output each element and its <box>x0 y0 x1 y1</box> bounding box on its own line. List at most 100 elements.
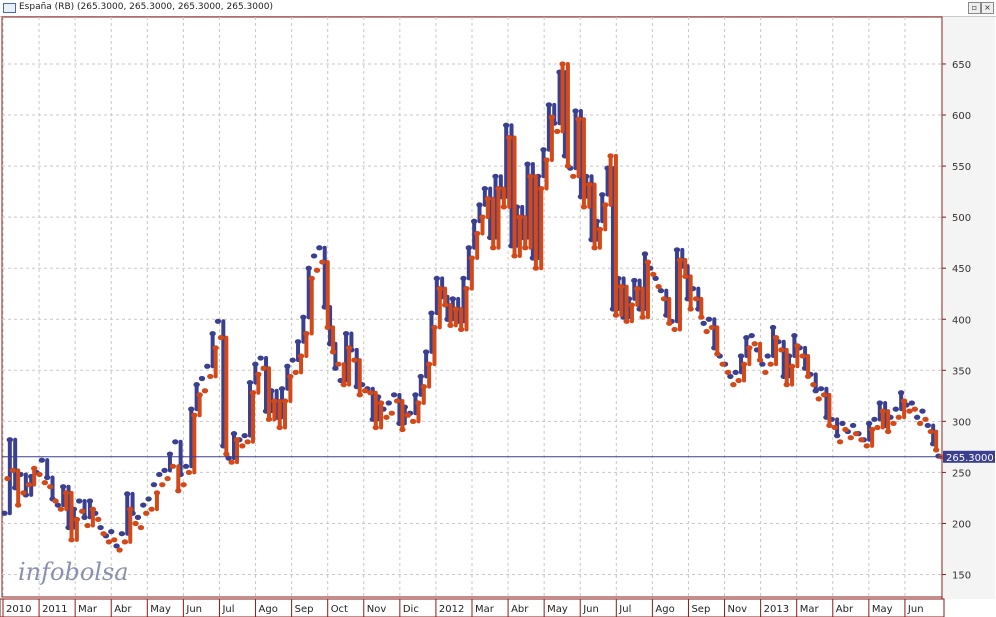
y-tick-label: 500 <box>952 213 971 224</box>
y-tick-label: 450 <box>952 264 971 275</box>
series-point <box>54 502 62 508</box>
series-point <box>60 484 67 490</box>
last-value-box <box>943 450 995 463</box>
series-point <box>673 247 681 253</box>
close-button[interactable]: × <box>981 2 994 14</box>
series-point <box>412 392 419 398</box>
series-point <box>687 306 694 312</box>
series-point <box>319 259 326 265</box>
series-point <box>447 322 454 328</box>
series-point <box>495 185 502 192</box>
series-point <box>548 114 556 120</box>
series-point <box>417 373 424 380</box>
series-point <box>650 271 657 277</box>
series-point <box>607 153 614 159</box>
series-point <box>655 283 662 290</box>
series-point <box>778 347 785 353</box>
series-point <box>839 420 846 427</box>
series-point <box>884 428 892 435</box>
series-point <box>596 226 604 232</box>
series-point <box>393 398 401 404</box>
x-tick-label: Sep <box>691 604 710 615</box>
series-point <box>799 353 806 359</box>
series-point <box>484 196 492 202</box>
series-point <box>623 318 630 324</box>
series-1 <box>4 61 945 553</box>
series-point <box>788 363 796 369</box>
series-point <box>30 465 38 471</box>
series-point <box>43 474 51 481</box>
series-point <box>196 392 203 398</box>
series-point <box>276 424 283 431</box>
series-point <box>356 392 363 398</box>
series-point <box>545 102 553 108</box>
series-point <box>764 353 771 359</box>
series-point <box>329 349 337 355</box>
series-point <box>804 373 812 380</box>
series-point <box>441 302 449 308</box>
series-point <box>399 426 406 433</box>
series-point <box>762 369 769 375</box>
x-tick-label: Jun <box>582 604 599 615</box>
series-point <box>193 382 200 388</box>
series-point <box>260 365 267 371</box>
series-point <box>737 353 745 359</box>
series-point <box>257 355 264 361</box>
series-point <box>207 373 214 380</box>
series-point <box>842 426 849 433</box>
series-point <box>145 496 152 502</box>
series-point <box>634 286 641 292</box>
x-tick-label: Mar <box>800 604 820 615</box>
series-point <box>281 398 289 404</box>
series-point <box>140 502 147 508</box>
x-tick-label: Jul <box>221 604 234 615</box>
series-point <box>300 314 307 320</box>
series-point <box>214 318 222 324</box>
series-point <box>249 390 257 396</box>
series-point <box>927 428 935 435</box>
series-point <box>100 531 107 537</box>
x-tick-label: Jun <box>907 604 924 615</box>
series-point <box>540 147 547 153</box>
series-point <box>265 416 273 422</box>
series-point <box>164 475 171 482</box>
series-point <box>420 384 427 390</box>
x-tick-label: Ago <box>655 604 674 615</box>
series-point <box>246 379 254 386</box>
series-point <box>36 471 43 478</box>
series-point <box>239 443 246 449</box>
series-point <box>289 357 296 363</box>
series-point <box>714 351 721 357</box>
series-point <box>641 251 649 257</box>
series-point <box>580 204 588 210</box>
restore-button[interactable]: ▫ <box>968 2 981 14</box>
x-tick-label: 2011 <box>42 604 67 615</box>
series-point <box>652 275 659 282</box>
series-point <box>476 202 483 208</box>
series-point <box>932 447 940 453</box>
series-point <box>820 392 828 398</box>
series-point <box>919 408 926 414</box>
series-point <box>105 539 113 545</box>
series-point <box>639 314 646 320</box>
series-point <box>108 529 115 535</box>
series-point <box>278 386 286 392</box>
x-tick-label: Jul <box>618 604 631 615</box>
series-point <box>470 218 478 224</box>
series-point <box>134 514 142 520</box>
series-point <box>460 275 467 282</box>
series-point <box>185 469 193 476</box>
series-point <box>473 230 481 237</box>
series-point <box>241 433 248 439</box>
series-point <box>81 514 88 520</box>
series-point <box>68 537 75 543</box>
series-point <box>913 414 921 420</box>
series-point <box>230 431 238 437</box>
series-point <box>84 522 91 529</box>
series-point <box>852 431 860 437</box>
series-point <box>868 426 876 433</box>
series-point <box>564 163 572 169</box>
series-point <box>865 420 873 427</box>
series-point <box>794 343 801 349</box>
x-tick-label: Sep <box>295 604 314 615</box>
